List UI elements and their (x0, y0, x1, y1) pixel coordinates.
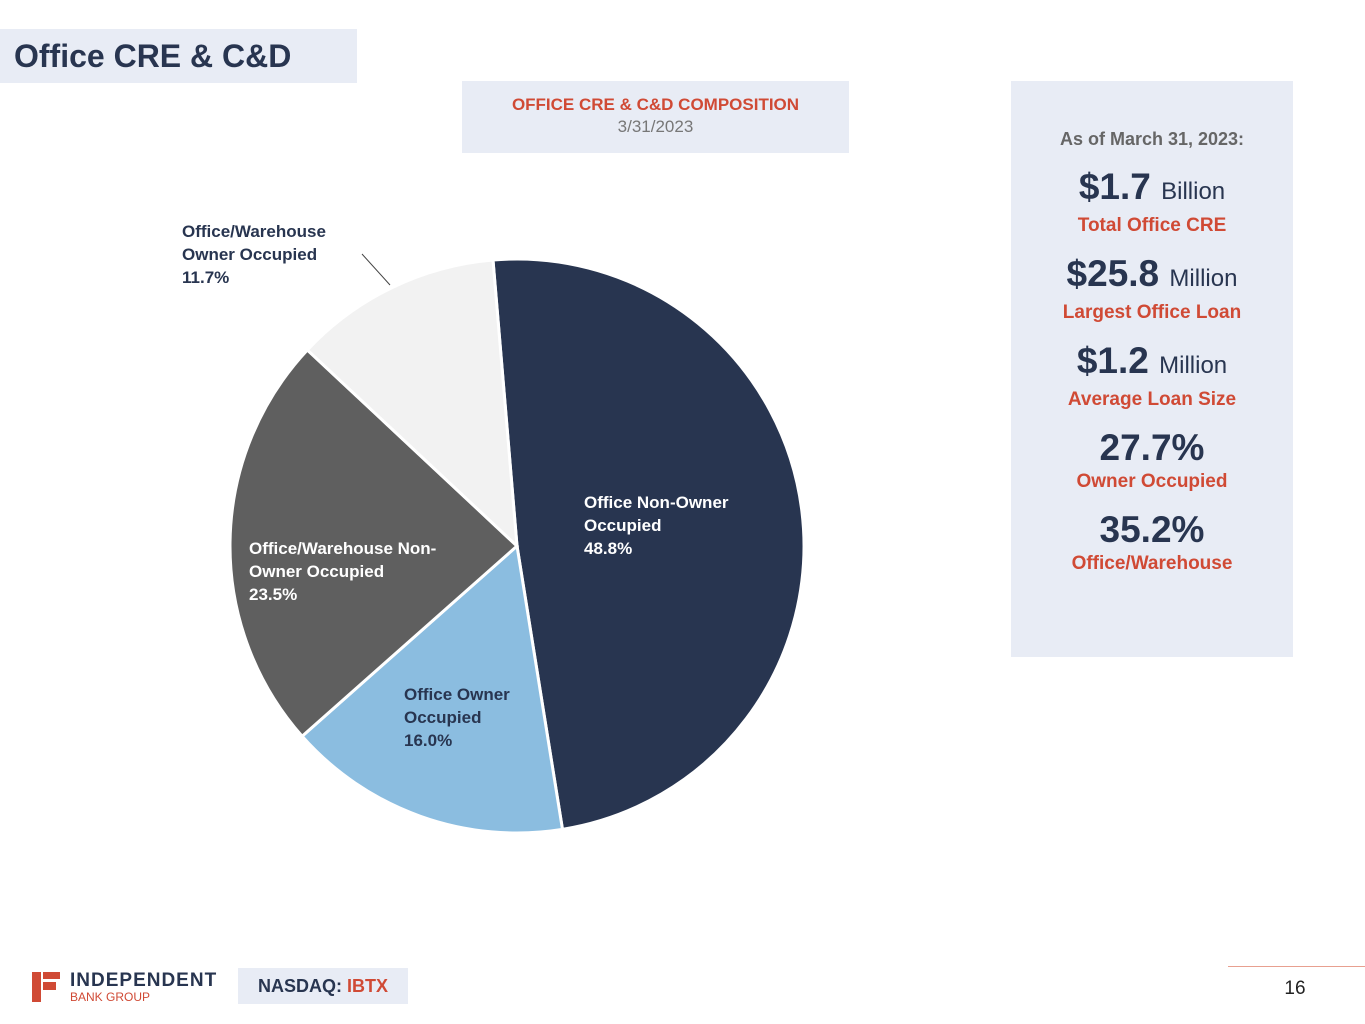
label-line2: Occupied (584, 516, 662, 535)
label-line2: Owner Occupied (182, 245, 318, 264)
stat-owner-occupied: 27.7% Owner Occupied (1011, 427, 1293, 495)
label-value: 11.7% (182, 268, 230, 287)
stat-caption: Total Office CRE (1077, 215, 1227, 236)
label-line1: Office/Warehouse Non- (249, 539, 437, 558)
pie-slice-0 (491, 257, 806, 832)
logo-mark-icon (32, 972, 60, 1002)
label-line2: Owner Occupied (249, 562, 385, 581)
stat-unit: Million (1159, 352, 1228, 379)
nasdaq-label: NASDAQ: (257, 976, 342, 996)
stat-unit: Million (1169, 265, 1238, 292)
logo-name: INDEPENDENT (70, 970, 218, 991)
label-value: 16.0% (404, 731, 453, 750)
chart-subtitle: 3/31/2023 (617, 117, 694, 136)
label-value: 23.5% (249, 585, 298, 604)
page-number-divider (1228, 966, 1365, 967)
pie-slice-3 (305, 258, 519, 550)
slice-label-ow-owner: Office/Warehouse Owner Occupied 11.7% (182, 220, 326, 289)
stat-value: 27.7% (1099, 427, 1205, 468)
stat-caption: Office/Warehouse (1071, 553, 1233, 574)
slice-label-office-owner: Office Owner Occupied 16.0% (404, 683, 510, 752)
stat-caption: Owner Occupied (1076, 471, 1228, 492)
stat-caption: Largest Office Loan (1062, 302, 1242, 323)
logo-sub: BANK GROUP (70, 990, 151, 1004)
pie-chart (228, 253, 806, 835)
stat-largest-loan: $25.8 Million Largest Office Loan (1011, 253, 1293, 326)
label-line1: Office Owner (404, 685, 510, 704)
nasdaq-ticker: NASDAQ: IBTX (238, 968, 408, 1004)
stat-value: $1.7 (1078, 166, 1151, 207)
chart-title: OFFICE CRE & C&D COMPOSITION (511, 95, 800, 114)
leader-line (361, 253, 391, 286)
stat-unit: Billion (1161, 178, 1226, 205)
stat-value: $1.2 (1076, 340, 1149, 381)
stat-value: $25.8 (1066, 253, 1160, 294)
slice-label-ow-non-owner: Office/Warehouse Non- Owner Occupied 23.… (249, 537, 436, 606)
slice-label-office-non-owner: Office Non-Owner Occupied 48.8% (584, 491, 729, 560)
as-of-date: As of March 31, 2023: (1059, 129, 1245, 149)
stat-office-warehouse: 35.2% Office/Warehouse (1011, 509, 1293, 577)
stat-average-loan: $1.2 Million Average Loan Size (1011, 340, 1293, 413)
ticker: IBTX (347, 976, 389, 996)
label-line2: Occupied (404, 708, 482, 727)
label-line1: Office Non-Owner (584, 493, 729, 512)
summary-panel: As of March 31, 2023: $1.7 Billion Total… (1011, 81, 1293, 657)
page-number: 16 (1284, 978, 1306, 999)
pie-slice-2 (228, 347, 520, 739)
stat-caption: Average Loan Size (1067, 389, 1237, 410)
pie-slice-1 (299, 543, 565, 835)
label-value: 48.8% (584, 539, 633, 558)
chart-header: OFFICE CRE & C&D COMPOSITION 3/31/2023 (462, 81, 849, 153)
label-line1: Office/Warehouse (182, 222, 326, 241)
stat-value: 35.2% (1099, 509, 1205, 550)
page-title: Office CRE & C&D (0, 29, 357, 83)
stat-total-office-cre: $1.7 Billion Total Office CRE (1011, 166, 1293, 239)
